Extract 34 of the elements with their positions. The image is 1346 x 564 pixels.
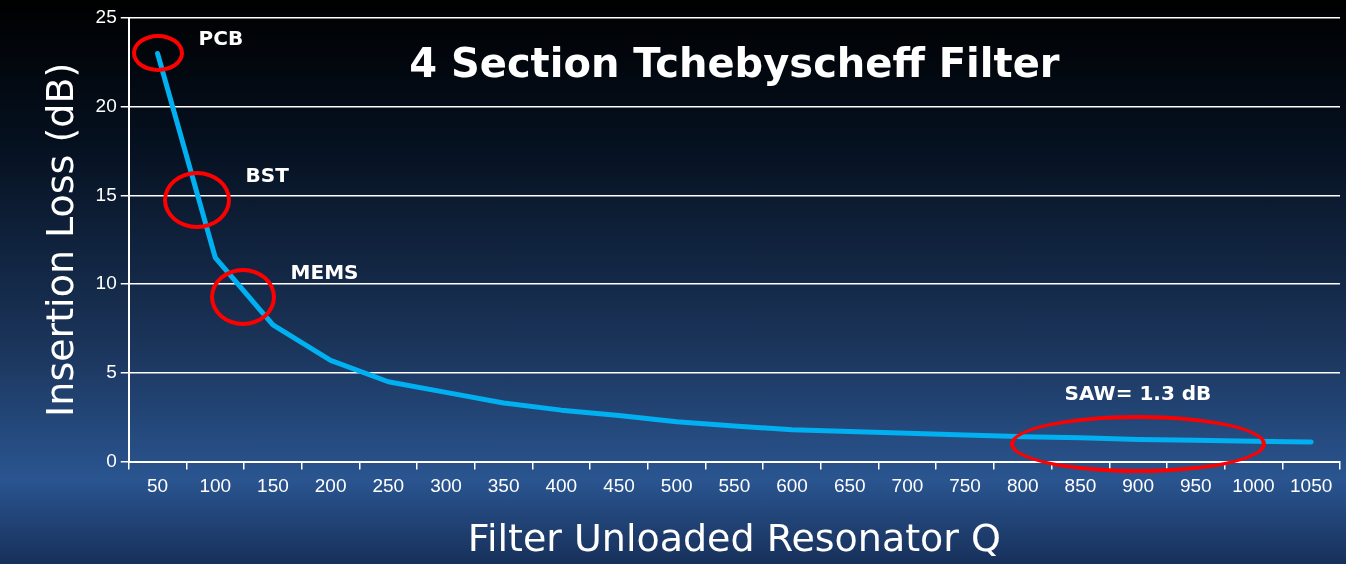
x-tick-label: 600 xyxy=(776,475,808,497)
x-tick-label: 800 xyxy=(1006,475,1039,497)
y-axis-title: Insertion Loss (dB) xyxy=(37,62,82,417)
x-tick-label: 450 xyxy=(603,475,635,497)
x-tick-label: 950 xyxy=(1179,475,1212,497)
y-tick-label: 5 xyxy=(106,361,117,383)
x-tick-label: 150 xyxy=(257,475,289,497)
annotation: SAW= 1.3 dB xyxy=(1064,380,1212,405)
x-tick-label: 500 xyxy=(660,475,693,497)
annotation: BST xyxy=(245,162,289,187)
x-tick-label: 300 xyxy=(430,475,462,497)
text: 4 Section Tchebyscheff Filter xyxy=(409,40,1060,86)
y-tick-label: 10 xyxy=(95,272,117,294)
x-tick-label: 900 xyxy=(1122,475,1154,497)
x-tick-label: 850 xyxy=(1064,475,1097,497)
x-tick-label: 100 xyxy=(199,475,232,497)
x-axis-title: Filter Unloaded Resonator Q xyxy=(467,516,1001,561)
x-tick-label: 350 xyxy=(487,475,520,497)
y-tick-label: 25 xyxy=(95,6,117,28)
y-tick-label: 0 xyxy=(106,449,117,471)
x-tick-label: 1000 xyxy=(1232,475,1275,497)
x-tick-label: 200 xyxy=(314,475,347,497)
annotation: MEMS xyxy=(290,260,359,285)
x-tick-label: 400 xyxy=(545,475,578,497)
x-tick-label: 250 xyxy=(372,475,405,497)
y-tick-label: 20 xyxy=(95,94,117,116)
x-tick-label: 750 xyxy=(949,475,981,497)
x-tick-label: 1050 xyxy=(1290,475,1333,497)
x-tick-label: 650 xyxy=(833,475,866,497)
annotation: PCB xyxy=(198,26,244,51)
x-tick-label: 700 xyxy=(891,475,924,497)
x-tick-label: 550 xyxy=(718,475,751,497)
x-tick-label: 50 xyxy=(147,475,169,497)
y-tick-label: 15 xyxy=(95,183,117,205)
